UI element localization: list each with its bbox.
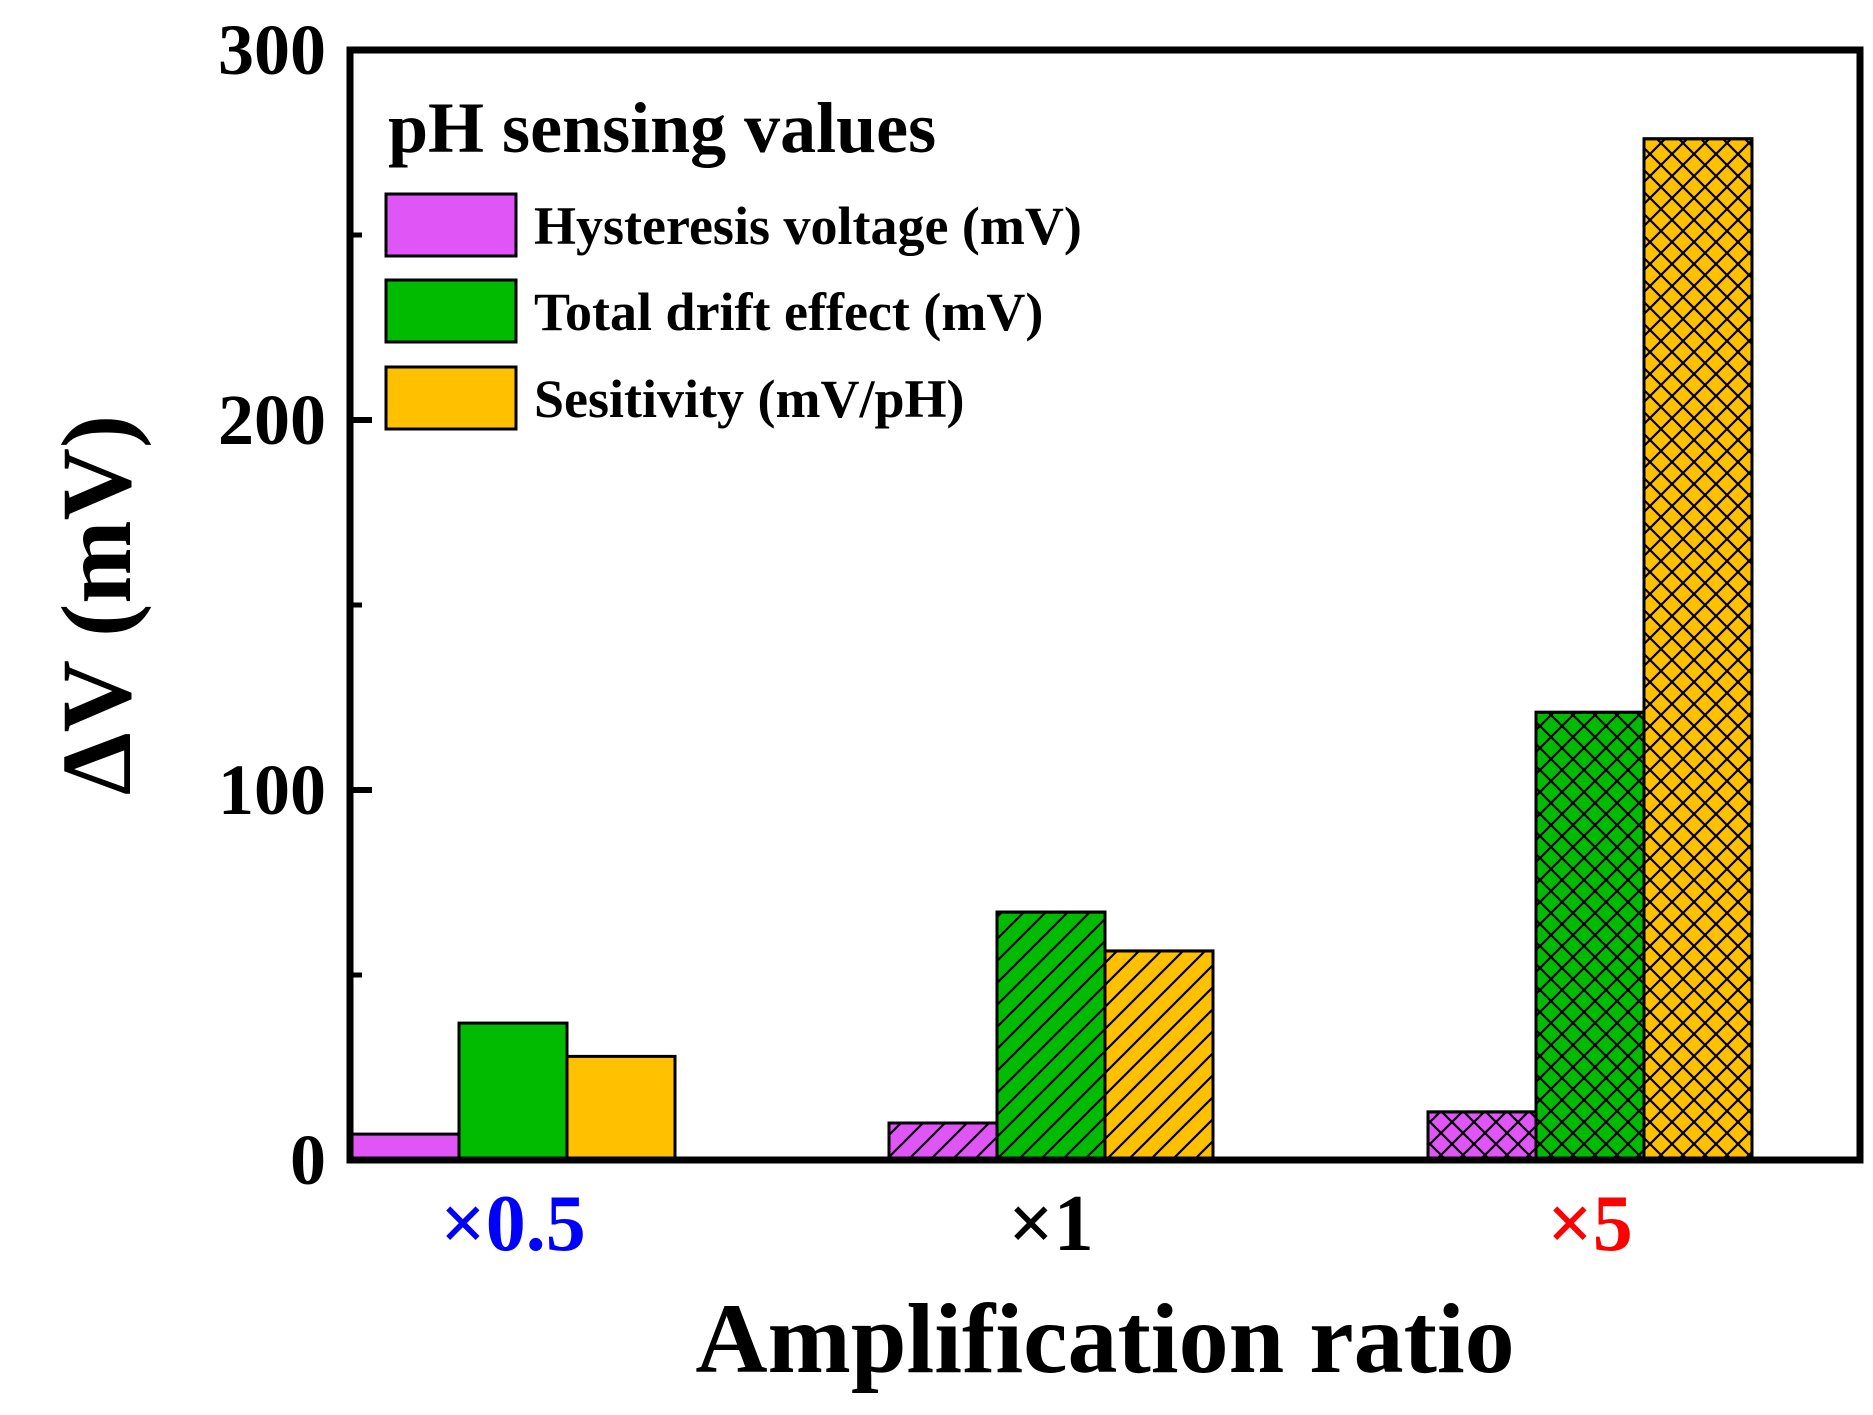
bar-hatch-1-group-2 xyxy=(887,1121,999,1162)
bar-hatch-1-group-3 xyxy=(1426,1110,1538,1162)
legend-label: Sesitivity (mV/pH) xyxy=(534,369,964,429)
legend-items: Hysteresis voltage (mV) Total drift effec… xyxy=(384,192,1082,431)
x-category-label: ×5 xyxy=(1547,1180,1633,1268)
bars-layer xyxy=(349,137,1754,1162)
legend-label: Total drift effect (mV) xyxy=(534,282,1043,342)
bar-hatch-2-group-3 xyxy=(1534,710,1646,1162)
y-axis-ticks xyxy=(350,47,372,1163)
y-tick-label: 300 xyxy=(218,10,326,90)
legend-title: pH sensing values xyxy=(388,88,936,168)
x-category-label: ×1 xyxy=(1008,1180,1094,1268)
bar-1-group-1 xyxy=(349,1132,461,1162)
y-tick-label: 200 xyxy=(218,380,326,460)
y-tick-label: 100 xyxy=(218,750,326,830)
x-axis-title: Amplification ratio xyxy=(695,1283,1514,1394)
bar-hatch-3-group-2 xyxy=(1103,949,1215,1162)
legend: pH sensing values Hysteresis voltage (mV… xyxy=(384,88,1082,431)
x-axis-category-labels: ×0.5 ×1 ×5 xyxy=(440,1180,1633,1268)
bar-2-group-1 xyxy=(457,1021,569,1162)
y-tick-label: 0 xyxy=(290,1120,326,1200)
legend-swatch xyxy=(384,365,518,431)
x-category-label: ×0.5 xyxy=(440,1180,586,1268)
bar-3-group-1 xyxy=(565,1054,677,1162)
y-axis-tick-labels: 0 100 200 300 xyxy=(218,10,326,1200)
y-axis-title: ΔV (mV) xyxy=(41,415,152,795)
bar-hatch-2-group-2 xyxy=(995,910,1107,1162)
legend-label: Hysteresis voltage (mV) xyxy=(534,196,1082,256)
bar-hatch-3-group-3 xyxy=(1642,137,1754,1162)
legend-swatch xyxy=(384,278,518,344)
legend-swatch xyxy=(384,192,518,258)
